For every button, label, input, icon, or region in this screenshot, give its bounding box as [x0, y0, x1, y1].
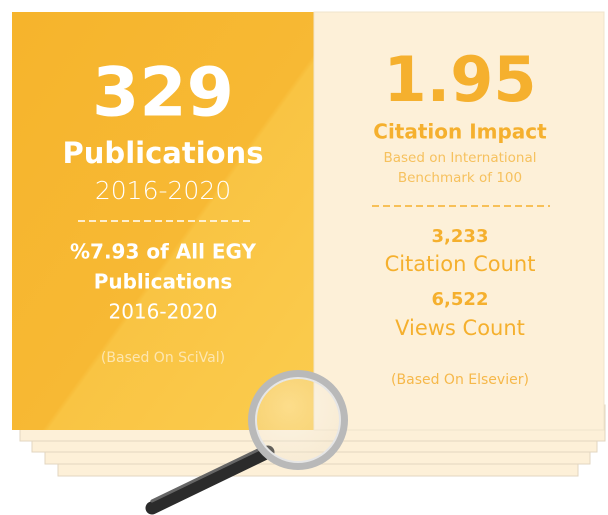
share-period: 2016-2020: [108, 300, 217, 324]
publications-number: 329: [92, 54, 234, 133]
citation-label: Citation Count: [385, 252, 536, 276]
share-line: %7.93 of All EGY: [70, 240, 257, 264]
right-panel: [313, 11, 605, 431]
views-label: Views Count: [395, 316, 525, 340]
impact-label: Citation Impact: [373, 120, 547, 144]
impact-number: 1.95: [384, 43, 537, 116]
publications-label: Publications: [63, 136, 264, 170]
left-panel: [12, 12, 314, 430]
share-line: Publications: [94, 270, 233, 294]
magnifier: [145, 370, 348, 515]
source: (Based On SciVal): [101, 350, 225, 366]
publications-period: 2016-2020: [95, 176, 231, 205]
source: (Based On Elsevier): [391, 372, 529, 388]
views-value: 6,522: [432, 289, 489, 310]
impact-note: Based on International: [383, 150, 536, 166]
citation-value: 3,233: [432, 226, 489, 247]
impact-note: Benchmark of 100: [398, 170, 522, 186]
